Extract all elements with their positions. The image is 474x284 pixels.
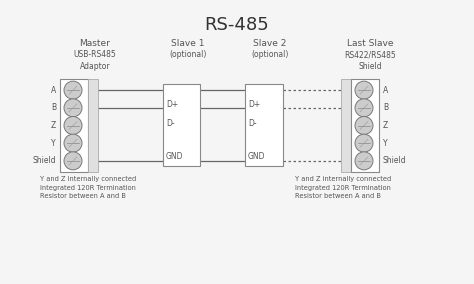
Text: Y: Y bbox=[51, 139, 56, 148]
Circle shape bbox=[355, 116, 373, 135]
Text: Shield: Shield bbox=[32, 156, 56, 165]
Text: Last Slave: Last Slave bbox=[347, 39, 393, 48]
Text: Slave 2: Slave 2 bbox=[253, 39, 287, 48]
Circle shape bbox=[64, 81, 82, 99]
Text: RS422/RS485
Shield: RS422/RS485 Shield bbox=[344, 50, 396, 71]
Text: RS-485: RS-485 bbox=[205, 16, 269, 34]
Circle shape bbox=[64, 116, 82, 135]
Text: (optional): (optional) bbox=[251, 50, 289, 59]
Text: A: A bbox=[383, 86, 388, 95]
Text: Y: Y bbox=[383, 139, 388, 148]
Text: USB-RS485
Adaptor: USB-RS485 Adaptor bbox=[73, 50, 117, 71]
Text: GND: GND bbox=[166, 152, 183, 161]
Text: D+: D+ bbox=[166, 100, 178, 109]
Circle shape bbox=[355, 152, 373, 170]
Bar bbox=[341, 79, 351, 172]
Text: (optional): (optional) bbox=[169, 50, 207, 59]
Text: Slave 1: Slave 1 bbox=[171, 39, 205, 48]
Text: D-: D- bbox=[248, 119, 256, 128]
Text: Master: Master bbox=[80, 39, 110, 48]
Text: Y and Z internally connected
Integrated 120R Termination
Resistor between A and : Y and Z internally connected Integrated … bbox=[295, 176, 391, 199]
Bar bbox=[88, 79, 98, 172]
Bar bbox=[60, 79, 88, 172]
Circle shape bbox=[355, 99, 373, 117]
Circle shape bbox=[355, 81, 373, 99]
Text: Y and Z internally connected
Integrated 120R Termination
Resistor between A and : Y and Z internally connected Integrated … bbox=[40, 176, 136, 199]
Bar bbox=[163, 84, 200, 166]
Circle shape bbox=[64, 152, 82, 170]
Text: A: A bbox=[51, 86, 56, 95]
Text: B: B bbox=[383, 103, 388, 112]
Bar bbox=[351, 79, 379, 172]
Text: D+: D+ bbox=[248, 100, 260, 109]
Text: GND: GND bbox=[248, 152, 265, 161]
Bar bbox=[245, 84, 283, 166]
Circle shape bbox=[64, 99, 82, 117]
Text: D-: D- bbox=[166, 119, 174, 128]
Text: Z: Z bbox=[383, 121, 388, 130]
Text: B: B bbox=[51, 103, 56, 112]
Circle shape bbox=[355, 134, 373, 152]
Text: Z: Z bbox=[51, 121, 56, 130]
Text: Shield: Shield bbox=[383, 156, 407, 165]
Circle shape bbox=[64, 134, 82, 152]
